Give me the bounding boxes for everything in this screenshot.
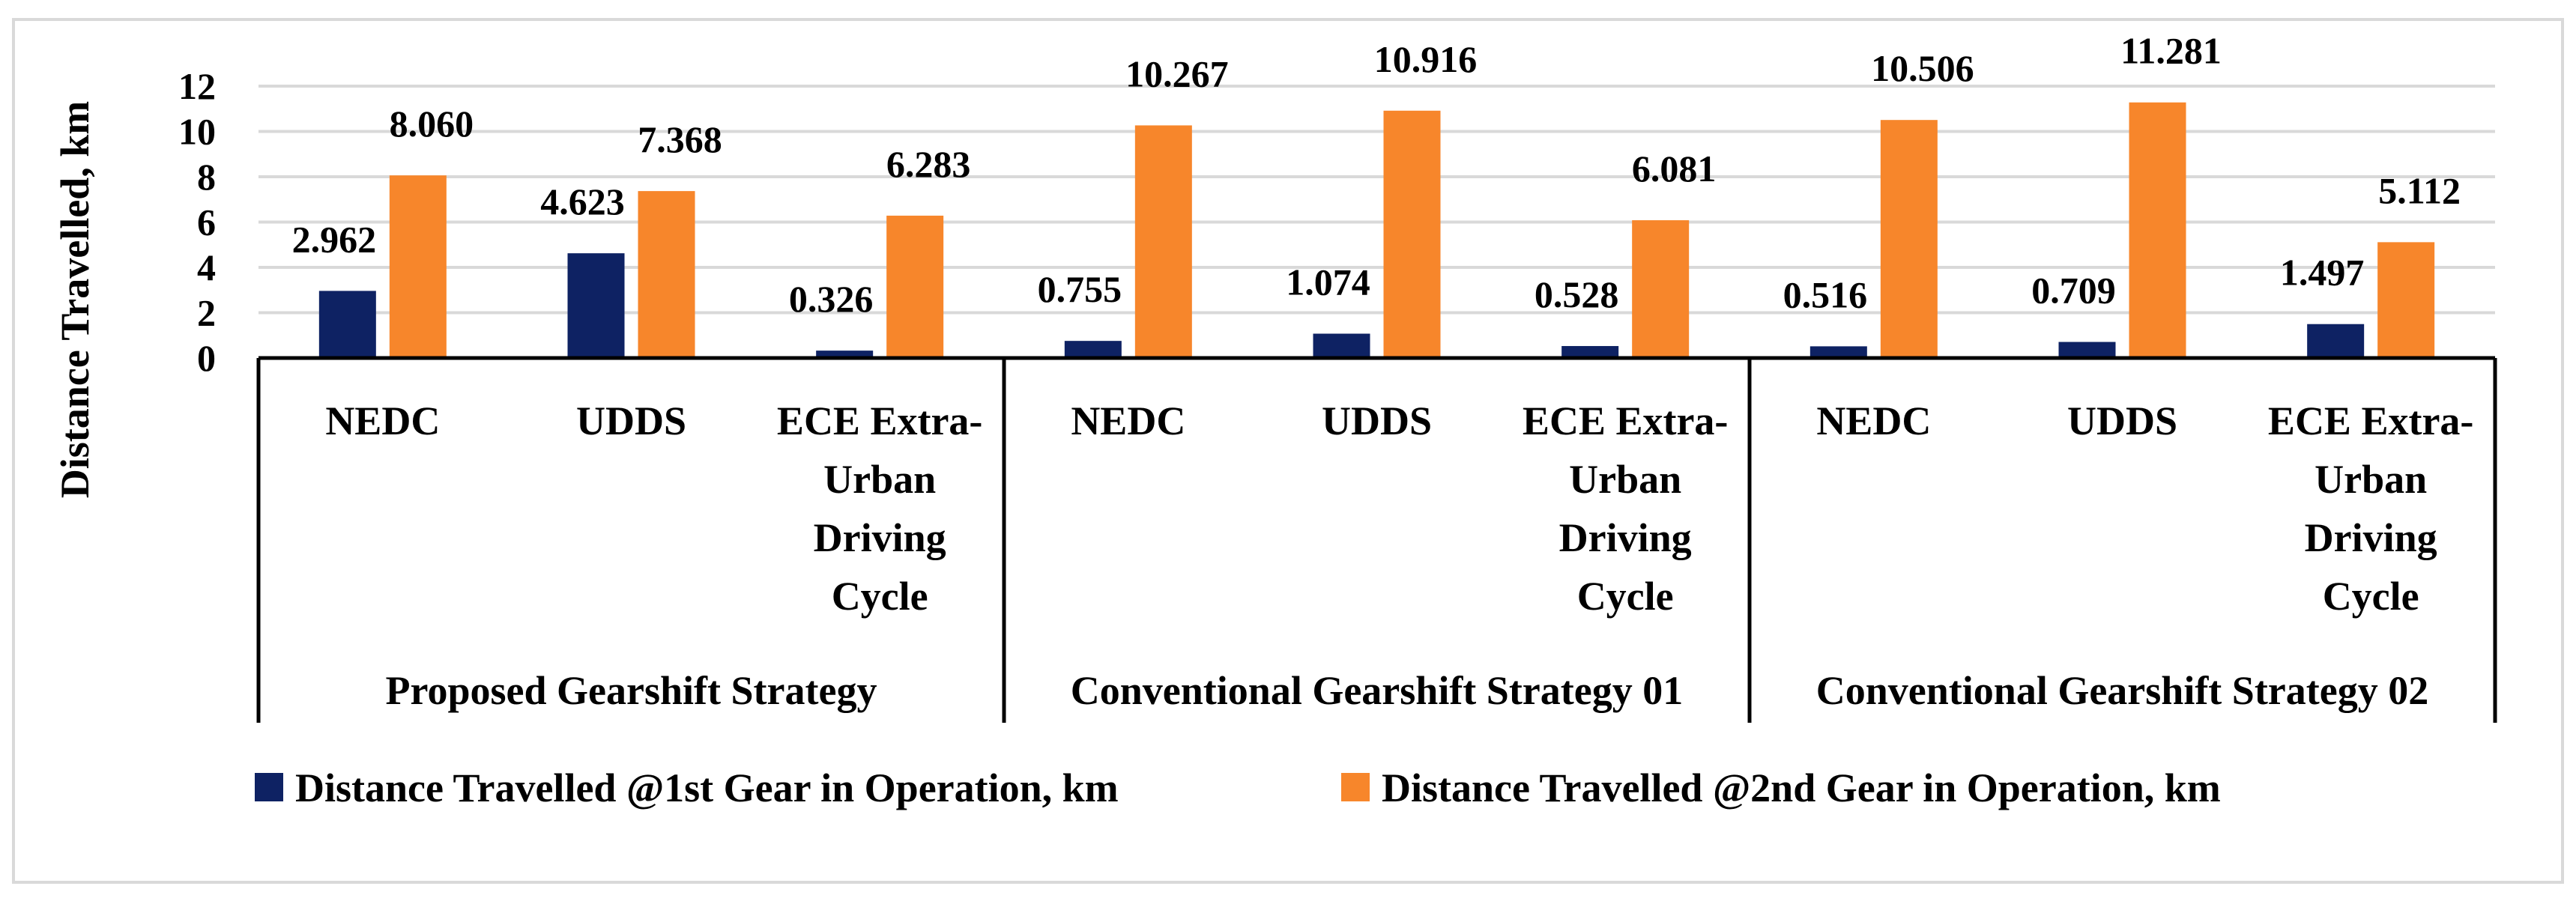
y-tick-label: 8	[197, 156, 216, 198]
y-axis-title: Distance Travelled, km	[52, 101, 97, 498]
data-label: 0.516	[1783, 273, 1868, 315]
bar-series2	[1632, 220, 1690, 358]
data-label: 2.962	[292, 218, 377, 260]
category-label: NEDC	[1071, 398, 1185, 443]
group-label: Proposed Gearshift Strategy	[386, 668, 877, 713]
bar-series1	[2307, 324, 2365, 358]
bar-series2	[1880, 120, 1938, 359]
category-label: Driving	[1559, 515, 1692, 560]
y-tick-label: 10	[178, 111, 216, 153]
category-label: ECE Extra-	[1523, 398, 1728, 443]
y-tick-label: 2	[197, 292, 216, 334]
bar-series1	[2058, 342, 2116, 358]
category-label: NEDC	[1816, 398, 1931, 443]
bar-series2	[1383, 110, 1441, 358]
category-label: NEDC	[325, 398, 440, 443]
data-label: 1.497	[2280, 252, 2365, 294]
category-label: Driving	[814, 515, 946, 560]
category-label: Cycle	[1577, 574, 1674, 619]
y-tick-label: 0	[197, 337, 216, 379]
legend-swatch-series1	[255, 773, 283, 801]
bar-series2	[2377, 242, 2435, 358]
data-label: 6.081	[1632, 148, 1717, 189]
data-label: 4.623	[540, 180, 625, 222]
y-tick-label: 12	[178, 65, 216, 107]
category-label: Urban	[823, 457, 936, 502]
legend-swatch-series2	[1341, 773, 1370, 801]
group-label: Conventional Gearshift Strategy 01	[1071, 668, 1683, 713]
data-label: 5.112	[2378, 169, 2461, 211]
data-label: 10.506	[1871, 47, 1974, 89]
data-label: 0.709	[2031, 270, 2116, 312]
category-label: ECE Extra-	[2268, 398, 2473, 443]
bar-series1	[318, 291, 376, 358]
data-label: 8.060	[390, 103, 474, 145]
data-label: 10.267	[1125, 52, 1229, 94]
legend-label: Distance Travelled @2nd Gear in Operatio…	[1382, 765, 2221, 810]
bar-series2	[389, 175, 447, 358]
data-label: 11.281	[2120, 30, 2222, 72]
bar-series1	[1561, 346, 1619, 358]
legend-label: Distance Travelled @1st Gear in Operatio…	[295, 765, 1119, 810]
category-label: Urban	[1569, 457, 1681, 502]
category-label: ECE Extra-	[777, 398, 982, 443]
bar-series1	[1313, 333, 1370, 358]
y-tick-label: 4	[197, 246, 216, 288]
data-label: 0.755	[1038, 268, 1122, 310]
bars	[318, 102, 2435, 359]
data-label: 1.074	[1286, 261, 1370, 303]
category-label: Driving	[2305, 515, 2437, 560]
category-label: UDDS	[576, 398, 686, 443]
bar-series1	[567, 253, 625, 358]
data-label: 10.916	[1374, 38, 1478, 80]
bar-series2	[1134, 125, 1192, 358]
bar-series2	[886, 215, 944, 358]
category-label: Urban	[2315, 457, 2427, 502]
data-label: 0.528	[1535, 273, 1619, 315]
category-label: Cycle	[832, 574, 928, 619]
gridlines	[258, 85, 2495, 315]
legend: Distance Travelled @1st Gear in Operatio…	[255, 765, 2221, 810]
data-label: 6.283	[886, 143, 971, 185]
category-label: UDDS	[1322, 398, 1432, 443]
y-tick-label: 6	[197, 201, 216, 243]
group-label: Conventional Gearshift Strategy 02	[1816, 668, 2428, 713]
data-label: 0.326	[789, 278, 874, 320]
bar-series1	[816, 351, 874, 358]
data-label: 7.368	[638, 118, 722, 160]
category-label: UDDS	[2067, 398, 2177, 443]
category-label: Cycle	[2323, 574, 2419, 619]
bar-series2	[638, 191, 695, 358]
bar-series1	[1809, 346, 1867, 358]
data-labels: 2.962 4.623 0.326 0.755 1.074 0.528 0.516 0.709…	[292, 30, 2461, 320]
bar-series1	[1064, 341, 1122, 358]
bar-series2	[2129, 102, 2186, 358]
